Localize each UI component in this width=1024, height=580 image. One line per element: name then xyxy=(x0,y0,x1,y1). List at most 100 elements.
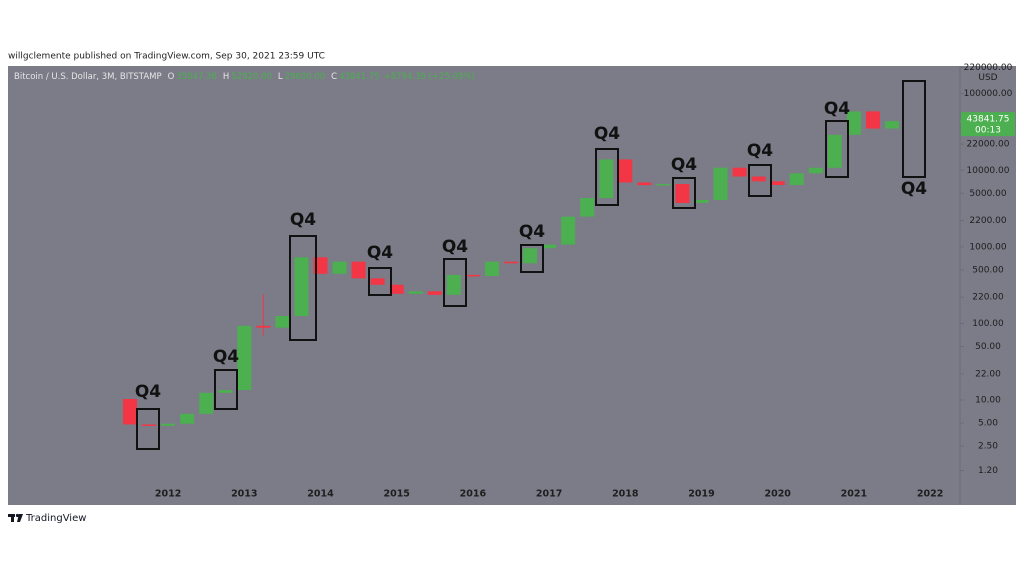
y-tick-label: 220000.00 xyxy=(964,63,1013,73)
x-tick-label: 2022 xyxy=(917,489,943,500)
last-price-label: 43841.75 xyxy=(967,115,1010,125)
candle-body xyxy=(218,390,233,393)
candle-body xyxy=(237,325,252,391)
candle-body xyxy=(256,325,271,328)
published-note: willgclemente published on TradingView.c… xyxy=(8,52,325,62)
candle-body xyxy=(599,159,614,199)
change-value: +8794.39 (+25.09%) xyxy=(384,72,475,82)
candle-body xyxy=(885,121,899,129)
candle-body xyxy=(180,413,195,424)
candle-body xyxy=(827,134,842,168)
candle-body xyxy=(523,248,538,264)
x-tick-label: 2020 xyxy=(764,489,791,500)
q4-box xyxy=(672,177,696,209)
logo-slash xyxy=(17,514,23,522)
x-tick-label: 2019 xyxy=(688,489,714,500)
candle-body xyxy=(789,173,804,186)
candle-body xyxy=(427,291,442,295)
candle-body xyxy=(713,167,728,200)
ohlc-value: 35047.36 xyxy=(176,72,217,82)
q4-label: Q4 xyxy=(901,179,927,199)
y-tick-label: 50.00 xyxy=(975,342,1001,352)
q4-box xyxy=(368,267,392,296)
currency-label: USD xyxy=(978,73,997,83)
footer-logo xyxy=(8,513,23,522)
ohlc-value: 43841.75 xyxy=(339,72,380,82)
candle-body xyxy=(294,257,309,317)
y-tick-label: 100.00 xyxy=(972,319,1004,329)
candle-body xyxy=(370,278,385,285)
y-tick-label: 5000.00 xyxy=(969,189,1006,199)
y-tick-label: 2200.00 xyxy=(969,216,1006,226)
candle-body xyxy=(542,244,557,249)
y-tick-label: 500.00 xyxy=(972,265,1004,275)
symbol-legend: Bitcoin / U.S. Dollar, 3M, BITSTAMP O 3504… xyxy=(14,72,475,82)
candle-body xyxy=(675,183,690,203)
candle-body xyxy=(465,274,480,277)
candle-body xyxy=(351,261,366,279)
y-tick-label: 22000.00 xyxy=(967,140,1010,150)
ohlc-key: L xyxy=(278,72,283,82)
candle-body xyxy=(751,176,766,182)
footer-brand: TradingView xyxy=(25,513,86,524)
y-tick-label: 220.00 xyxy=(972,293,1004,303)
q4-label: Q4 xyxy=(824,99,850,119)
q4-label: Q4 xyxy=(671,155,697,175)
candle-body xyxy=(446,274,461,295)
x-tick-label: 2016 xyxy=(460,489,487,500)
y-tick-label: 22.00 xyxy=(975,369,1001,379)
q4-box xyxy=(289,235,317,341)
q4-label: Q4 xyxy=(213,347,239,367)
candle-body xyxy=(199,392,214,414)
candle-body xyxy=(142,424,157,426)
x-tick-label: 2014 xyxy=(307,489,334,500)
q4-box xyxy=(595,148,619,206)
ohlc-value: 29600.00 xyxy=(285,72,326,82)
candle-body xyxy=(504,261,518,264)
logo-dot xyxy=(15,513,20,518)
candle-body xyxy=(865,111,880,129)
x-tick-label: 2021 xyxy=(841,489,867,500)
q4-label: Q4 xyxy=(747,141,773,161)
symbol-name: Bitcoin / U.S. Dollar, 3M, BITSTAMP xyxy=(14,72,162,82)
candle-body xyxy=(275,316,290,328)
q4-box xyxy=(136,408,160,450)
candle-body xyxy=(123,399,137,425)
y-tick-label: 1000.00 xyxy=(969,242,1006,252)
candle-body xyxy=(846,111,861,135)
ohlc-key: C xyxy=(331,72,337,82)
q4-box xyxy=(443,258,467,307)
candle-body xyxy=(561,216,576,245)
y-tick-label: 2.50 xyxy=(978,442,998,452)
y-tick-label: 1.20 xyxy=(978,466,998,476)
candle-body xyxy=(389,284,404,294)
last-price-tag xyxy=(961,112,1015,137)
y-tick-label: 5.00 xyxy=(978,419,998,429)
candle-body xyxy=(580,198,595,217)
q4-box xyxy=(902,80,926,178)
countdown-label: 00:13 xyxy=(975,126,1001,136)
q4-label: Q4 xyxy=(519,222,545,242)
y-tick-label: 10.00 xyxy=(975,396,1001,406)
logo-stem xyxy=(11,514,14,522)
x-tick-label: 2012 xyxy=(155,489,181,500)
candle-body xyxy=(484,261,499,277)
candle-body xyxy=(161,423,176,426)
q4-box xyxy=(825,120,849,178)
y-tick-label: 10000.00 xyxy=(967,166,1010,176)
q4-label: Q4 xyxy=(594,124,620,144)
candle-body xyxy=(408,291,423,294)
q4-label: Q4 xyxy=(290,210,316,230)
candle-body xyxy=(808,167,823,174)
x-tick-label: 2017 xyxy=(536,489,562,500)
x-tick-label: 2015 xyxy=(383,489,409,500)
candle-body xyxy=(618,159,633,183)
candle-body xyxy=(694,199,709,203)
x-tick-label: 2013 xyxy=(231,489,257,500)
q4-label: Q4 xyxy=(442,237,468,257)
ohlc-key: H xyxy=(223,72,229,82)
candle-body xyxy=(770,181,785,186)
x-tick-label: 2018 xyxy=(612,489,639,500)
